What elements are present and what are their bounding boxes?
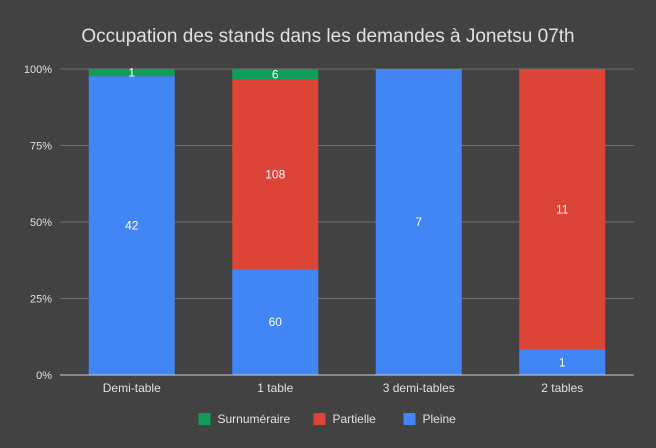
y-tick-label: 50%	[30, 217, 52, 229]
data-label: 7	[415, 215, 422, 229]
bar-segment-partielle	[232, 79, 319, 270]
x-tick-label: Demi-table	[103, 381, 161, 395]
legend-label: Partielle	[333, 412, 377, 426]
x-tick-label: 1 table	[257, 381, 293, 395]
bar-segment-pleine	[375, 69, 462, 375]
data-label: 60	[269, 315, 283, 329]
axes: 0% 25% 50% 75% 100% Demi-table 1 table 3 demi-t…	[24, 64, 634, 395]
legend-swatch	[403, 413, 416, 425]
x-tick-label: 2 tables	[541, 381, 583, 395]
data-label: 1	[128, 66, 135, 80]
bar-segment-pleine	[232, 269, 319, 375]
bar-segment-pleine	[88, 76, 175, 376]
bar-segment-surnum-raire	[88, 69, 175, 77]
legend: Surnuméraire Partielle Pleine	[198, 412, 457, 426]
legend-label: Surnuméraire	[218, 412, 291, 426]
data-label: 108	[265, 168, 285, 182]
bar-segment-surnum-raire	[232, 69, 319, 80]
legend-label: Pleine	[423, 412, 457, 426]
y-tick-label: 75%	[30, 141, 52, 153]
data-label: 6	[272, 67, 279, 81]
y-tick-label: 25%	[30, 294, 52, 306]
chart-title: Occupation des stands dans les demandes …	[81, 26, 574, 47]
legend-swatch	[198, 413, 211, 425]
y-tick-label: 100%	[24, 64, 52, 76]
bar-segment-partielle	[519, 69, 606, 350]
data-label: 42	[125, 219, 139, 233]
data-label: 1	[559, 355, 566, 369]
bar-segment-pleine	[519, 349, 606, 375]
data-label: 11	[556, 202, 569, 216]
y-tick-label: 0%	[36, 370, 52, 382]
x-tick-label: 3 demi-tables	[383, 381, 455, 395]
legend-swatch	[313, 413, 326, 425]
bars	[88, 69, 606, 376]
